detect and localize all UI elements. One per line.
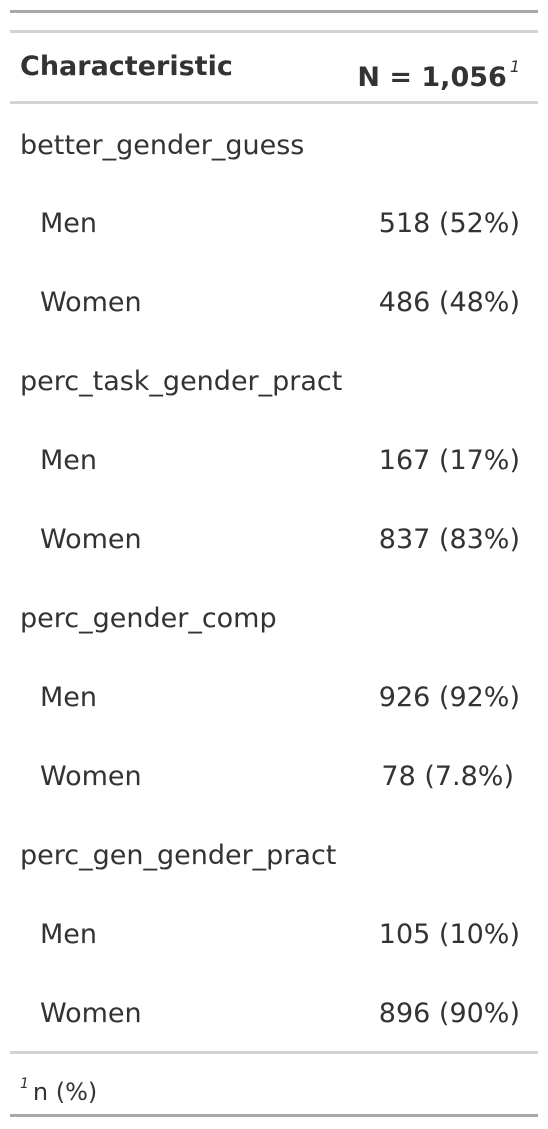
level-value: 837 (83%) [378, 524, 520, 555]
table-row-level: Men 926 (92%) [10, 659, 538, 737]
table-row-variable: perc_gender_comp [10, 580, 538, 658]
level-value: 518 (52%) [378, 208, 520, 239]
level-value: 926 (92%) [378, 682, 520, 713]
table-row-variable: better_gender_guess [10, 107, 538, 185]
table-row-variable: perc_task_gender_pract [10, 343, 538, 421]
table-row-level: Women 837 (83%) [10, 501, 538, 579]
table-top-border [10, 10, 538, 13]
variable-label: perc_gen_gender_pract [20, 840, 337, 871]
level-value: 167 (17%) [378, 445, 520, 476]
column-header-characteristic: Characteristic [20, 51, 233, 82]
table-bottom-border [10, 1114, 538, 1117]
table-row-level: Men 518 (52%) [10, 185, 538, 263]
level-label: Women [40, 998, 142, 1029]
table-row-level: Women 78 (7.8%) [10, 738, 538, 816]
level-label: Women [40, 761, 142, 792]
column-header-n: N = 1,056 1 [357, 33, 520, 112]
header-bottom-border [10, 101, 538, 104]
level-label: Women [40, 524, 142, 555]
variable-label: perc_gender_comp [20, 603, 277, 634]
table-row-variable: perc_gen_gender_pract [10, 817, 538, 895]
variable-label: better_gender_guess [20, 130, 305, 161]
level-label: Men [40, 919, 98, 950]
footnote-mark: 1 [20, 1076, 29, 1092]
footnote-mark: 1 [509, 57, 520, 76]
table-row-level: Women 896 (90%) [10, 975, 538, 1053]
column-header-n-label: N = 1,056 [357, 62, 507, 93]
level-value: 78 (7.8%) [381, 761, 514, 792]
table-row-level: Women 486 (48%) [10, 264, 538, 342]
body-bottom-border [10, 1051, 538, 1054]
level-label: Men [40, 682, 98, 713]
footnote-label: n (%) [32, 1078, 98, 1106]
level-label: Women [40, 287, 142, 318]
header-top-border [10, 30, 538, 33]
level-label: Men [40, 445, 98, 476]
level-value: 105 (10%) [378, 919, 520, 950]
table-row-level: Men 105 (10%) [10, 896, 538, 974]
level-value: 896 (90%) [378, 998, 520, 1029]
level-label: Men [40, 208, 98, 239]
table-row-level: Men 167 (17%) [10, 422, 538, 500]
variable-label: perc_task_gender_pract [20, 366, 343, 397]
level-value: 486 (48%) [378, 287, 520, 318]
table-header: Characteristic N = 1,056 1 [10, 33, 538, 101]
